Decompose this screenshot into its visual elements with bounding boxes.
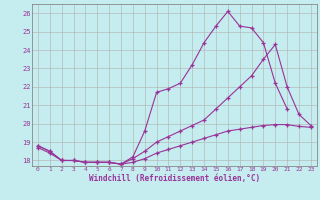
- X-axis label: Windchill (Refroidissement éolien,°C): Windchill (Refroidissement éolien,°C): [89, 174, 260, 183]
